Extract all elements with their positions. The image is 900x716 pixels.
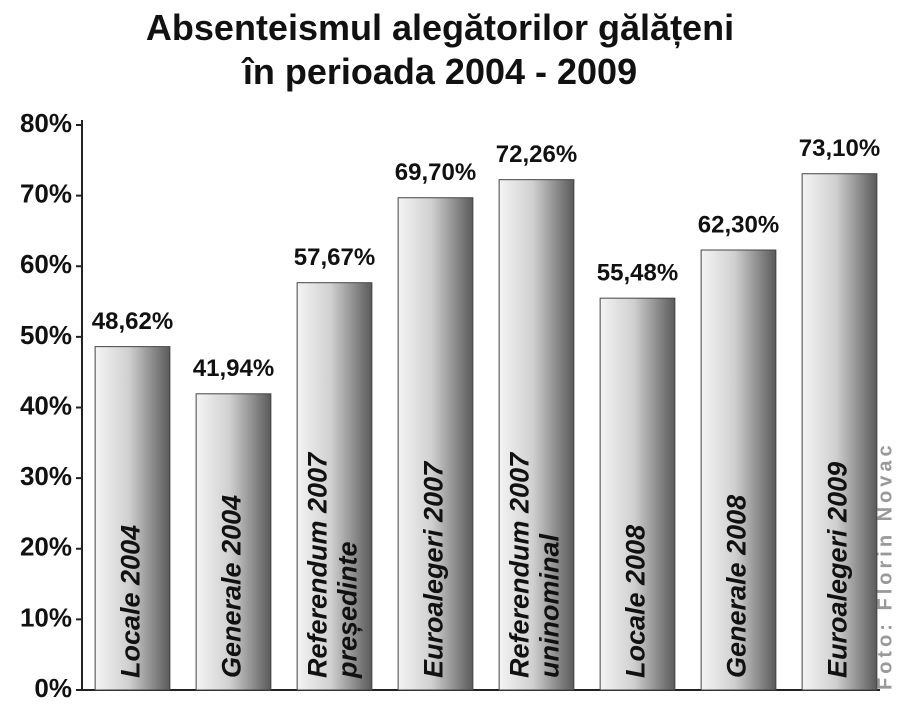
- category-label: Referendum 2007uninominal: [505, 451, 565, 678]
- value-label: 62,30%: [698, 211, 779, 238]
- bar: [599, 297, 676, 691]
- y-tick-label: 20%: [20, 532, 72, 562]
- y-tick-label: 0%: [34, 673, 72, 703]
- value-label: 57,67%: [294, 244, 375, 271]
- y-tick-label: 10%: [20, 602, 72, 632]
- y-tick-label: 40%: [20, 390, 72, 420]
- value-label: 48,62%: [92, 308, 173, 335]
- y-tick-label: 50%: [20, 320, 72, 350]
- value-label: 69,70%: [395, 159, 476, 186]
- y-tick-label: 30%: [20, 461, 72, 491]
- category-label: Euroalegeri 2007: [419, 460, 449, 678]
- y-tick-label: 70%: [20, 179, 72, 209]
- bar: [700, 249, 777, 691]
- value-label: 41,94%: [193, 355, 274, 382]
- y-tick-label: 60%: [20, 249, 72, 279]
- bar: [195, 393, 272, 691]
- value-label: 72,26%: [496, 141, 577, 168]
- category-label: Generale 2008: [722, 495, 752, 678]
- bar: [498, 179, 575, 691]
- bar: [801, 173, 878, 691]
- y-tick-label: 80%: [20, 108, 72, 138]
- category-label: Referendum 2007președinte: [303, 451, 363, 679]
- category-label: Locale 2004: [116, 525, 146, 678]
- bar: [296, 282, 373, 691]
- value-label: 73,10%: [799, 135, 880, 162]
- chart-title: Absenteismul alegătorilor gălățeni în per…: [146, 7, 734, 92]
- category-label: Locale 2008: [621, 525, 651, 678]
- bar: [94, 346, 171, 691]
- category-label: Euroalegeri 2009: [823, 462, 853, 678]
- photo-credit: Foto: Florin Novac: [874, 441, 896, 690]
- bar: [397, 197, 474, 691]
- value-label: 55,48%: [597, 260, 678, 287]
- category-label: Generale 2004: [217, 495, 247, 678]
